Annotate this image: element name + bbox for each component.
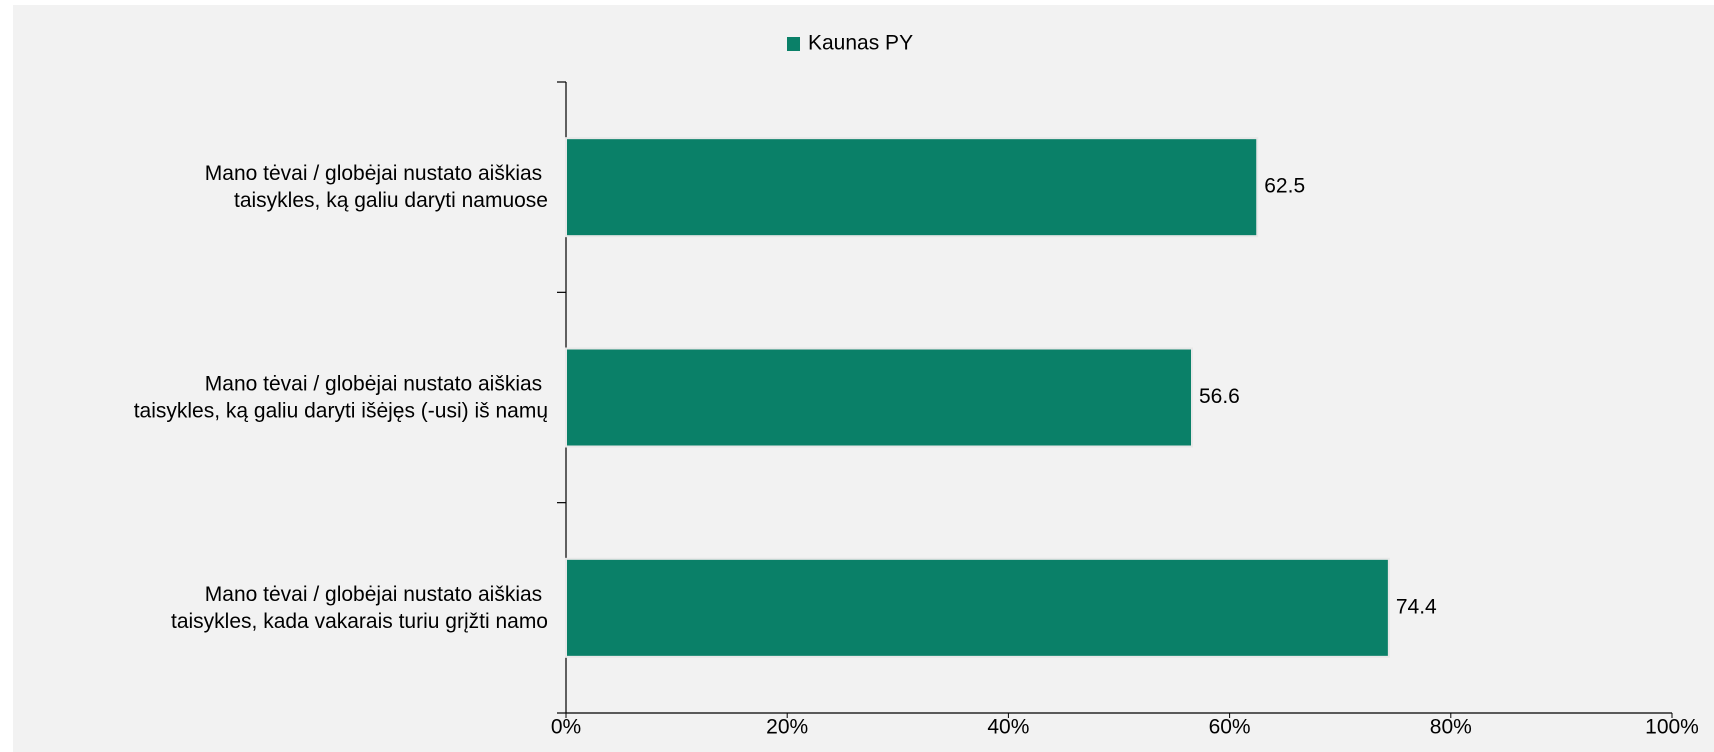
x-tick-label: 80% [1430,716,1472,739]
legend-label: Kaunas PY [808,32,913,55]
legend-swatch [787,37,800,51]
bar [565,557,1390,658]
x-tick-label: 0% [551,716,581,739]
category-label: Mano tėvai / globėjai nustato aiškias ta… [205,162,548,212]
category-label: Mano tėvai / globėjai nustato aiškias ta… [171,582,548,632]
bar [565,137,1259,238]
bar [565,347,1193,448]
x-tick-label: 20% [766,716,808,739]
category-label: Mano tėvai / globėjai nustato aiškias ta… [134,372,548,422]
x-tick-label: 60% [1209,716,1251,739]
x-tick-label: 40% [987,716,1029,739]
value-label: 62.5 [1264,175,1305,198]
x-tick-label: 100% [1645,716,1699,739]
value-label: 74.4 [1396,595,1437,618]
value-label: 56.6 [1199,385,1240,408]
